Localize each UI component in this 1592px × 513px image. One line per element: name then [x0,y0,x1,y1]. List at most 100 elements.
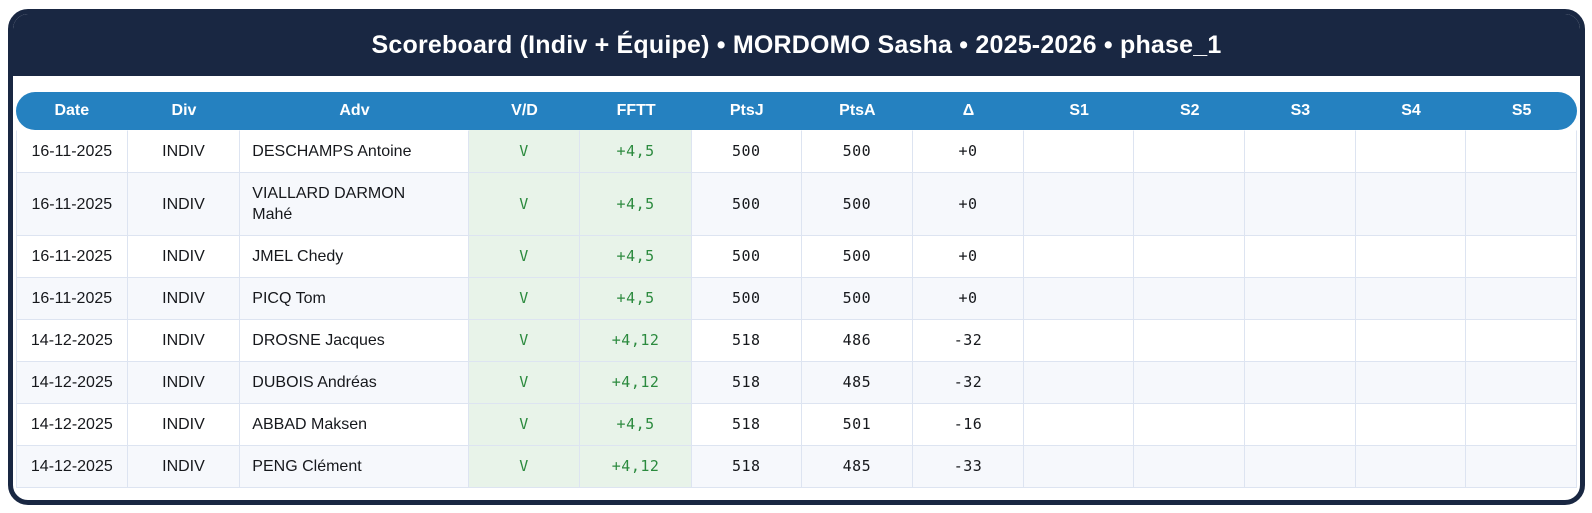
cell-s4 [1355,446,1467,488]
opponent-name: DUBOIS Andréas [252,374,377,391]
cell-s2 [1134,130,1246,173]
cell-fftt: +4,12 [580,446,692,488]
cell-ptsj: 518 [691,320,802,362]
cell-div: INDIV [127,320,241,362]
cell-div: INDIV [127,173,241,236]
cell-adv: PICQ Tom [240,278,469,320]
cell-ptsa: 500 [801,278,914,320]
cell-s4 [1355,236,1467,278]
cell-adv: JMEL Chedy [240,236,469,278]
cell-s1 [1023,446,1135,488]
cell-ptsj: 518 [691,404,802,446]
column-header-s5: S5 [1466,92,1577,130]
column-header-s3: S3 [1245,92,1356,130]
opponent-name: PENG Clément [252,458,362,475]
column-header-s2: S2 [1134,92,1246,130]
cell-vd: V [468,278,581,320]
cell-delta: +0 [913,236,1024,278]
cell-ptsj: 500 [691,278,802,320]
table-row: 16-11-2025 INDIV VIALLARD DARMON Mahé V +4,5… [16,173,1577,236]
scoreboard-window: Scoreboard (Indiv + Équipe) • MORDOMO Sa… [8,9,1585,505]
cell-s5 [1466,404,1577,446]
cell-date: 16-11-2025 [16,278,128,320]
cell-delta: +0 [913,130,1024,173]
cell-s4 [1355,362,1467,404]
cell-ptsj: 500 [691,173,802,236]
column-header-ptsj: PtsJ [691,92,802,130]
cell-s3 [1245,320,1356,362]
cell-s3 [1245,404,1356,446]
cell-ptsj: 518 [691,362,802,404]
cell-s5 [1466,173,1577,236]
cell-s1 [1023,320,1135,362]
cell-s3 [1245,446,1356,488]
cell-vd: V [468,130,581,173]
cell-fftt: +4,5 [580,236,692,278]
cell-delta: +0 [913,278,1024,320]
cell-adv: DUBOIS Andréas [240,362,469,404]
cell-s4 [1355,404,1467,446]
cell-s2 [1134,446,1246,488]
cell-date: 16-11-2025 [16,173,128,236]
cell-s3 [1245,130,1356,173]
cell-ptsj: 518 [691,446,802,488]
cell-delta: +0 [913,173,1024,236]
opponent-name: PICQ Tom [252,290,326,307]
cell-vd: V [468,362,581,404]
column-header-adv: Adv [240,92,469,130]
cell-fftt: +4,5 [580,173,692,236]
cell-s4 [1355,130,1467,173]
cell-s3 [1245,173,1356,236]
cell-s3 [1245,278,1356,320]
cell-fftt: +4,12 [580,362,692,404]
cell-ptsa: 500 [801,236,914,278]
cell-fftt: +4,12 [580,320,692,362]
column-header-div: Div [127,92,241,130]
table-row: 14-12-2025 INDIV DUBOIS Andréas V +4,12 518 48… [16,362,1577,404]
cell-s5 [1466,320,1577,362]
cell-s5 [1466,278,1577,320]
cell-s5 [1466,130,1577,173]
cell-vd: V [468,404,581,446]
cell-fftt: +4,5 [580,278,692,320]
cell-s2 [1134,278,1246,320]
cell-s5 [1466,446,1577,488]
cell-ptsa: 501 [801,404,914,446]
cell-vd: V [468,446,581,488]
column-header-s4: S4 [1355,92,1467,130]
table-body: 16-11-2025 INDIV DESCHAMPS Antoine V +4,5 500… [16,130,1577,488]
cell-date: 16-11-2025 [16,130,128,173]
cell-delta: -32 [913,320,1024,362]
title-bar: Scoreboard (Indiv + Équipe) • MORDOMO Sa… [13,14,1580,76]
cell-adv: DROSNE Jacques [240,320,469,362]
cell-vd: V [468,320,581,362]
cell-vd: V [468,236,581,278]
cell-delta: -33 [913,446,1024,488]
cell-div: INDIV [127,362,241,404]
cell-s1 [1023,173,1135,236]
opponent-name: ABBAD Maksen [252,416,368,433]
table-row: 14-12-2025 INDIV PENG Clément V +4,12 518 485-… [16,446,1577,488]
table-row: 16-11-2025 INDIV DESCHAMPS Antoine V +4,5 500… [16,130,1577,173]
cell-ptsa: 486 [801,320,914,362]
cell-s2 [1134,362,1246,404]
opponent-name: DROSNE Jacques [252,332,385,349]
cell-adv: DESCHAMPS Antoine [240,130,469,173]
column-header-ptsa: PtsA [801,92,914,130]
page-title: Scoreboard (Indiv + Équipe) • MORDOMO Sa… [371,30,1222,59]
cell-delta: -16 [913,404,1024,446]
cell-delta: -32 [913,362,1024,404]
cell-s2 [1134,173,1246,236]
cell-vd: V [468,173,581,236]
cell-div: INDIV [127,130,241,173]
column-header-delta: Δ [913,92,1024,130]
cell-div: INDIV [127,446,241,488]
header-row: Date Div Adv V/D FFTT PtsJ PtsA Δ S1 S2 S3 S4 S5 [16,92,1577,130]
scoreboard-table: Date Div Adv V/D FFTT PtsJ PtsA Δ S1 S2 S3 S4 S5 16-… [16,92,1577,488]
cell-ptsa: 485 [801,362,914,404]
cell-date: 16-11-2025 [16,236,128,278]
table-row: 14-12-2025 INDIV DROSNE Jacques V +4,12 518 48… [16,320,1577,362]
cell-s1 [1023,236,1135,278]
cell-adv: VIALLARD DARMON Mahé [240,173,469,236]
cell-ptsj: 500 [691,236,802,278]
